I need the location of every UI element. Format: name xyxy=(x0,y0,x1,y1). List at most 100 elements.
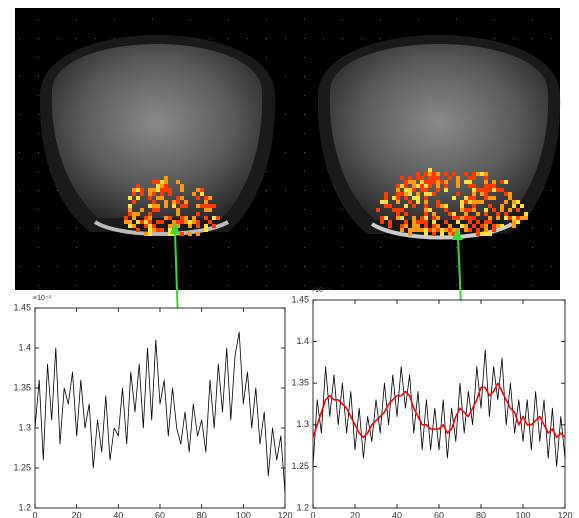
activation-pixel xyxy=(400,192,404,196)
activation-pixel xyxy=(152,208,156,212)
activation-pixel xyxy=(396,200,400,204)
activation-pixel xyxy=(168,192,172,196)
activation-pixel xyxy=(492,208,496,212)
activation-pixel xyxy=(424,192,428,196)
activation-pixel xyxy=(176,196,180,200)
activation-pixel xyxy=(160,192,164,196)
activation-pixel xyxy=(436,224,440,228)
activation-pixel xyxy=(164,184,168,188)
activation-pixel xyxy=(476,200,480,204)
activation-pixel xyxy=(156,184,160,188)
activation-pixel xyxy=(468,176,472,180)
activation-map xyxy=(124,168,528,236)
activation-pixel xyxy=(172,204,176,208)
activation-pixel xyxy=(156,220,160,224)
activation-pixel xyxy=(468,200,472,204)
activation-pixel xyxy=(384,192,388,196)
activation-pixel xyxy=(436,228,440,232)
activation-pixel xyxy=(164,176,168,180)
y-tick-label: 1.2 xyxy=(296,502,309,512)
x-tick-label: 20 xyxy=(72,510,82,518)
x-tick-label: 0 xyxy=(310,510,315,518)
activation-pixel xyxy=(408,232,412,236)
activation-pixel xyxy=(424,172,428,176)
activation-pixel xyxy=(468,208,472,212)
activation-pixel xyxy=(196,224,200,228)
activation-pixel xyxy=(444,184,448,188)
activation-pixel xyxy=(452,228,456,232)
activation-pixel xyxy=(424,180,428,184)
activation-pixel xyxy=(488,184,492,188)
activation-pixel xyxy=(204,196,208,200)
activation-pixel xyxy=(144,216,148,220)
y-tick-label: 1.25 xyxy=(13,462,31,472)
activation-pixel xyxy=(512,220,516,224)
activation-pixel xyxy=(188,224,192,228)
activation-pixel xyxy=(428,176,432,180)
activation-pixel xyxy=(500,204,504,208)
activation-pixel xyxy=(396,212,400,216)
activation-pixel xyxy=(504,216,508,220)
activation-pixel xyxy=(512,216,516,220)
activation-pixel xyxy=(452,196,456,200)
activation-pixel xyxy=(400,228,404,232)
activation-pixel xyxy=(392,208,396,212)
activation-pixel xyxy=(520,216,524,220)
y-tick-label: 1.45 xyxy=(13,302,31,312)
activation-pixel xyxy=(500,208,504,212)
activation-pixel xyxy=(496,212,500,216)
activation-pixel xyxy=(448,232,452,236)
activation-pixel xyxy=(416,196,420,200)
activation-pixel xyxy=(404,184,408,188)
activation-pixel xyxy=(432,228,436,232)
activation-pixel xyxy=(424,208,428,212)
activation-pixel xyxy=(132,200,136,204)
activation-pixel xyxy=(132,224,136,228)
x-tick-label: 100 xyxy=(236,510,251,518)
activation-pixel xyxy=(412,224,416,228)
activation-pixel xyxy=(196,212,200,216)
activation-pixel xyxy=(456,192,460,196)
activation-pixel xyxy=(408,228,412,232)
activation-pixel xyxy=(128,212,132,216)
activation-pixel xyxy=(472,196,476,200)
activation-pixel xyxy=(432,232,436,236)
y-tick-label: 1.4 xyxy=(18,342,31,352)
activation-pixel xyxy=(124,216,128,220)
activation-pixel xyxy=(496,224,500,228)
activation-pixel xyxy=(424,200,428,204)
activation-pixel xyxy=(132,188,136,192)
activation-pixel xyxy=(436,176,440,180)
activation-pixel xyxy=(432,192,436,196)
activation-pixel xyxy=(136,228,140,232)
activation-pixel xyxy=(420,184,424,188)
activation-pixel xyxy=(436,172,440,176)
activation-pixel xyxy=(424,224,428,228)
activation-pixel xyxy=(484,192,488,196)
activation-pixel xyxy=(396,192,400,196)
activation-pixel xyxy=(424,228,428,232)
activation-pixel xyxy=(428,228,432,232)
activation-pixel xyxy=(496,216,500,220)
activation-pixel xyxy=(492,180,496,184)
x-tick-label: 100 xyxy=(515,510,530,518)
activation-pixel xyxy=(432,216,436,220)
activation-pixel xyxy=(164,204,168,208)
activation-pixel xyxy=(460,200,464,204)
activation-pixel xyxy=(516,220,520,224)
activation-pixel xyxy=(428,168,432,172)
activation-pixel xyxy=(156,196,160,200)
activation-pixel xyxy=(424,220,428,224)
activation-pixel xyxy=(432,224,436,228)
activation-pixel xyxy=(148,228,152,232)
activation-pixel xyxy=(456,176,460,180)
brain-right xyxy=(317,35,561,240)
activation-pixel xyxy=(168,228,172,232)
activation-pixel xyxy=(500,224,504,228)
activation-pixel xyxy=(136,188,140,192)
activation-pixel xyxy=(424,216,428,220)
activation-pixel xyxy=(460,216,464,220)
activation-pixel xyxy=(436,204,440,208)
activation-pixel xyxy=(196,188,200,192)
